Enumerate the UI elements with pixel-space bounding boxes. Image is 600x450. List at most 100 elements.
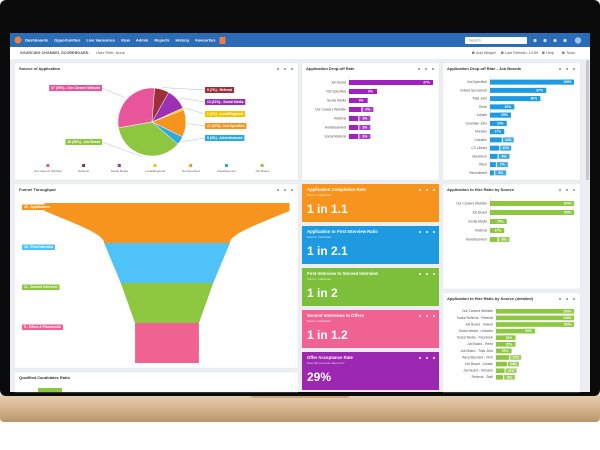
bar bbox=[490, 162, 496, 168]
panel-icon[interactable] bbox=[283, 67, 287, 71]
toolbar-icon[interactable] bbox=[542, 51, 545, 55]
panel-icon[interactable] bbox=[290, 188, 294, 192]
value-label-box bbox=[359, 134, 371, 139]
panel-icon[interactable] bbox=[558, 67, 562, 71]
panel-icon[interactable] bbox=[572, 297, 576, 301]
value-label-box bbox=[523, 328, 534, 334]
category-label: Referral - Staff bbox=[472, 375, 493, 379]
value-label: 5% bbox=[498, 171, 503, 175]
panel bbox=[14, 371, 299, 393]
category-label: Job Board - Monster bbox=[463, 369, 494, 373]
panel-icon[interactable] bbox=[565, 67, 569, 71]
category-label: LinkedIn bbox=[475, 138, 488, 142]
toolbar-icon[interactable] bbox=[562, 51, 565, 55]
scrollbar[interactable] bbox=[586, 60, 589, 180]
panel-icon[interactable] bbox=[276, 188, 280, 192]
kpi-icon[interactable] bbox=[425, 272, 429, 276]
kpi-subtitle: Source: Individual bbox=[307, 235, 331, 239]
user-filter[interactable]: User Filter: None bbox=[96, 51, 125, 55]
search-placeholder[interactable]: Search bbox=[469, 39, 481, 43]
bar bbox=[490, 201, 574, 206]
panel-icon[interactable] bbox=[417, 67, 421, 71]
panel-icon[interactable] bbox=[283, 188, 287, 192]
kpi-card bbox=[302, 184, 439, 222]
value-label-box bbox=[359, 125, 371, 130]
kpi-icon[interactable] bbox=[425, 356, 429, 360]
panel-icon[interactable] bbox=[290, 67, 294, 71]
panel-icon[interactable] bbox=[572, 67, 576, 71]
toolbar-icon[interactable] bbox=[501, 51, 504, 55]
category-label: Referral bbox=[334, 116, 346, 120]
category-label: Social Media bbox=[327, 98, 346, 102]
panel-icon[interactable] bbox=[572, 188, 576, 192]
nav-item[interactable]: Opportunities bbox=[54, 38, 81, 43]
panel-icon[interactable] bbox=[558, 188, 562, 192]
value-label: 14% bbox=[505, 138, 512, 142]
nav-item[interactable]: History bbox=[175, 38, 190, 43]
toolbar-action[interactable]: Last Refresh: 14:59 bbox=[505, 51, 538, 55]
kpi-icon[interactable] bbox=[432, 272, 436, 276]
value-label-box bbox=[499, 348, 511, 354]
kpi-icon[interactable] bbox=[418, 314, 422, 318]
funnel-stage bbox=[135, 323, 199, 363]
bar bbox=[349, 116, 359, 121]
nav-item[interactable]: Reports bbox=[154, 38, 170, 43]
user-avatar[interactable] bbox=[574, 37, 582, 44]
nav-icon[interactable] bbox=[533, 38, 537, 43]
kpi-title: Offer Acceptance Rate bbox=[307, 355, 354, 360]
value-label: 9% bbox=[368, 90, 373, 94]
nav-item[interactable]: Live Vacancies bbox=[86, 38, 115, 43]
category-label: Jobsite bbox=[477, 113, 488, 117]
funnel-label-box bbox=[22, 324, 64, 330]
kpi-icon[interactable] bbox=[418, 230, 422, 234]
kpi-icon[interactable] bbox=[418, 272, 422, 276]
nav-item[interactable]: View bbox=[121, 38, 131, 43]
kpi-title: Second Interviews to Offers bbox=[307, 313, 364, 318]
nav-item[interactable]: Favourites bbox=[195, 38, 216, 43]
kpi-card bbox=[302, 268, 439, 306]
pie-leader bbox=[101, 141, 143, 157]
toolbar-action[interactable]: Add Widget bbox=[476, 51, 497, 55]
category-label: Our Careers Website bbox=[315, 107, 346, 111]
kpi-subtitle: Source: Individual bbox=[307, 277, 331, 281]
kpi-icon[interactable] bbox=[425, 314, 429, 318]
nav-item[interactable]: Admin bbox=[136, 38, 149, 43]
toolbar-icon[interactable] bbox=[472, 51, 475, 55]
panel-icon[interactable] bbox=[558, 297, 562, 301]
kpi-icon[interactable] bbox=[432, 188, 436, 192]
value-label-box bbox=[562, 315, 573, 321]
nav-icon[interactable] bbox=[543, 38, 547, 43]
nav-icon[interactable] bbox=[553, 38, 557, 43]
kpi-icon[interactable] bbox=[425, 230, 429, 234]
legend-label: Referral bbox=[78, 169, 89, 173]
panel-icon[interactable] bbox=[424, 67, 428, 71]
kpi-icon[interactable] bbox=[425, 188, 429, 192]
panel-icon[interactable] bbox=[565, 297, 569, 301]
toolbar-action[interactable]: Help bbox=[546, 51, 554, 55]
nav-item[interactable]: Dashboards bbox=[25, 38, 49, 43]
kpi-value: 1 in 2.1 bbox=[307, 244, 348, 258]
nav-badge[interactable] bbox=[219, 37, 226, 44]
category-label: Job Board bbox=[331, 80, 346, 84]
toolbar-action[interactable]: Tools bbox=[566, 51, 575, 55]
panel-icon[interactable] bbox=[431, 67, 435, 71]
nav-icon[interactable] bbox=[563, 38, 567, 43]
category-label: Indeed Sponsored bbox=[460, 88, 487, 92]
kpi-icon[interactable] bbox=[432, 230, 436, 234]
value-label-box bbox=[562, 322, 573, 327]
panel-icon[interactable] bbox=[565, 188, 569, 192]
kpi-icon[interactable] bbox=[432, 314, 436, 318]
logo[interactable] bbox=[14, 36, 22, 44]
dashboard-title[interactable]: SOURCING CHANNEL SCOREBOARD bbox=[20, 51, 89, 55]
kpi-icon[interactable] bbox=[432, 356, 436, 360]
kpi-icon[interactable] bbox=[418, 188, 422, 192]
search-box[interactable] bbox=[465, 37, 527, 44]
kpi-value: 29% bbox=[307, 370, 331, 384]
kpi-icon[interactable] bbox=[418, 356, 422, 360]
value-label: 14% bbox=[510, 362, 517, 366]
kpi-title: First Interview to Second Interview bbox=[307, 271, 379, 276]
value-label: 100% bbox=[563, 80, 572, 84]
panel-icon[interactable] bbox=[276, 67, 280, 71]
value-label: 20% bbox=[497, 220, 504, 224]
